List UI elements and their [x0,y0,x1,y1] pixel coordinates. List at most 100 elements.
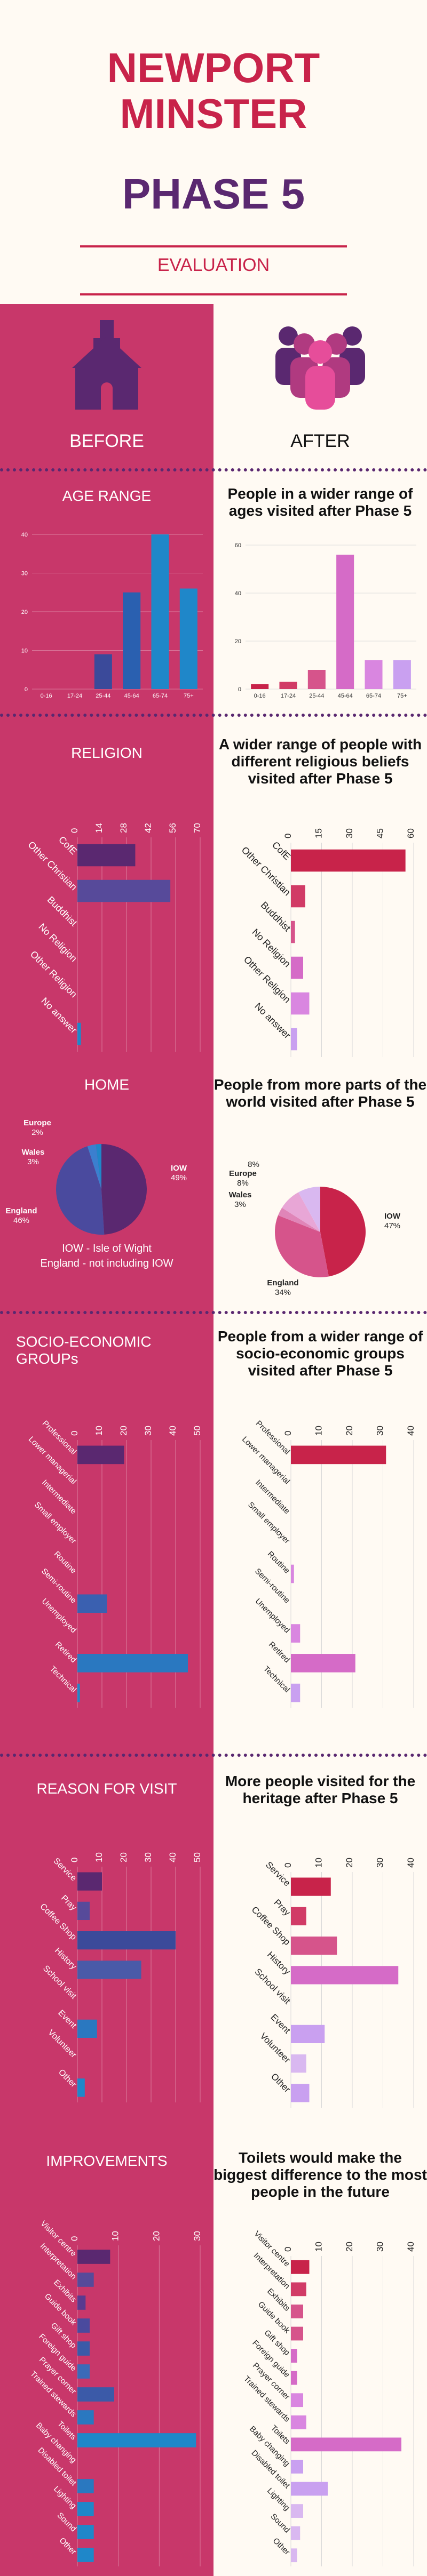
category-label: Lighting [265,2486,291,2513]
bar [77,2479,94,2493]
tick-label: 14 [94,823,104,833]
category-label: CofE [57,834,79,857]
pie-label: Europe [229,1169,257,1178]
bar [291,1445,386,1465]
dotted-divider [0,1311,427,1314]
tick-label: 30 [143,1852,153,1862]
bar [291,2282,306,2297]
bar [77,2502,94,2516]
pie-label: IOW [171,1164,187,1173]
tick-label: 40 [168,1852,178,1862]
bar [291,2504,303,2518]
pie-label: Wales [22,1148,45,1157]
category-label: 65-74 [366,693,381,699]
reason-section-label: REASON FOR VISIT [36,1780,177,1797]
header: NEWPORT MINSTER PHASE 5 EVALUATION [0,0,427,304]
bar [77,1931,176,1950]
bar [291,2415,306,2429]
tick-label: 0 [283,834,293,838]
pie-label: 2% [31,1128,43,1137]
reason-section-title: More people visited for the heritage aft… [225,1773,416,1806]
category-label: 65-74 [153,693,168,699]
tick-label: 30 [375,1426,385,1436]
tick-label: 20 [151,2231,161,2241]
category-label: History [53,1946,78,1971]
bar [291,992,310,1015]
bar [291,849,406,872]
tick-label: 40 [406,1426,416,1436]
age-before-chart: 0 10 20 30 40 0-16 17-24 25-44 45-64 65-74 75+ [21,532,203,699]
category-label: Other [271,2536,292,2557]
evaluation-label: EVALUATION [157,255,270,275]
bar [77,1901,90,1921]
pie-slice [87,1144,101,1189]
pie-slice [320,1187,366,1277]
category-label: Sound [269,2512,292,2535]
bar [77,2525,94,2539]
tick-label: 0 [69,2236,80,2241]
category-label: Other [57,2068,78,2090]
after-label: AFTER [290,431,350,451]
pie-label: 8% [248,1160,259,1169]
bar [77,879,171,902]
tick-label: 30 [344,828,354,838]
category-label: 75+ [397,693,407,699]
bar [291,2437,401,2452]
category-label: Other [269,2071,292,2095]
bar [77,1683,80,1702]
category-label: Pray [272,1898,292,1918]
category-label: Retired [53,1640,78,1665]
pie-label: 47% [384,1221,400,1230]
bar [77,2387,114,2402]
bar [291,2371,297,2385]
dotted-divider [0,1754,427,1757]
pie-slice [96,1144,101,1189]
pie-label: Wales [229,1190,252,1199]
tick-label: 30 [375,1858,385,1868]
tick-label: 10 [94,1852,104,1862]
tick-label: 0 [69,1858,80,1862]
category-label: No answer [252,1001,292,1041]
category-label: Event [56,2009,78,2030]
category-label: 25-44 [96,693,110,699]
bar [291,2482,328,2496]
tick-label: 20 [344,1858,354,1868]
tick-label: 45 [375,828,385,838]
tick-label: 56 [168,823,178,833]
category-label: Toilets [56,2419,78,2442]
bar [123,592,141,689]
category-label: Technical [262,1665,291,1694]
home-note-england: England - not including IOW [40,1258,173,1269]
bar [291,1877,331,1896]
tick-label: 30 [143,1426,153,1436]
bar [77,2273,94,2287]
category-label: Pray [59,1893,78,1912]
pie-label: 34% [275,1288,291,1297]
category-label: Lighting [52,2484,78,2510]
home-note-iow: IOW - Isle of Wight [62,1243,152,1254]
category-label: CofE [270,839,292,862]
tick-label: 40 [21,532,28,538]
category-label: Other [58,2536,78,2557]
bar [291,1936,337,1955]
category-label: Retired [267,1640,291,1665]
bar [77,2364,90,2379]
tick-label: 40 [235,590,241,597]
bar [77,2250,110,2264]
tick-label: 0 [25,686,28,693]
bar [291,2305,303,2318]
bar [77,1594,107,1613]
category-label: History [265,1949,292,1977]
pie-label: IOW [384,1212,401,1221]
tick-label: 10 [314,1426,324,1436]
improve-section-title: Toilets would make the biggest differenc… [213,2149,427,2200]
category-label: Routine [266,1549,292,1575]
category-label: Volunteer [258,2031,292,2065]
bar [291,1028,297,1051]
